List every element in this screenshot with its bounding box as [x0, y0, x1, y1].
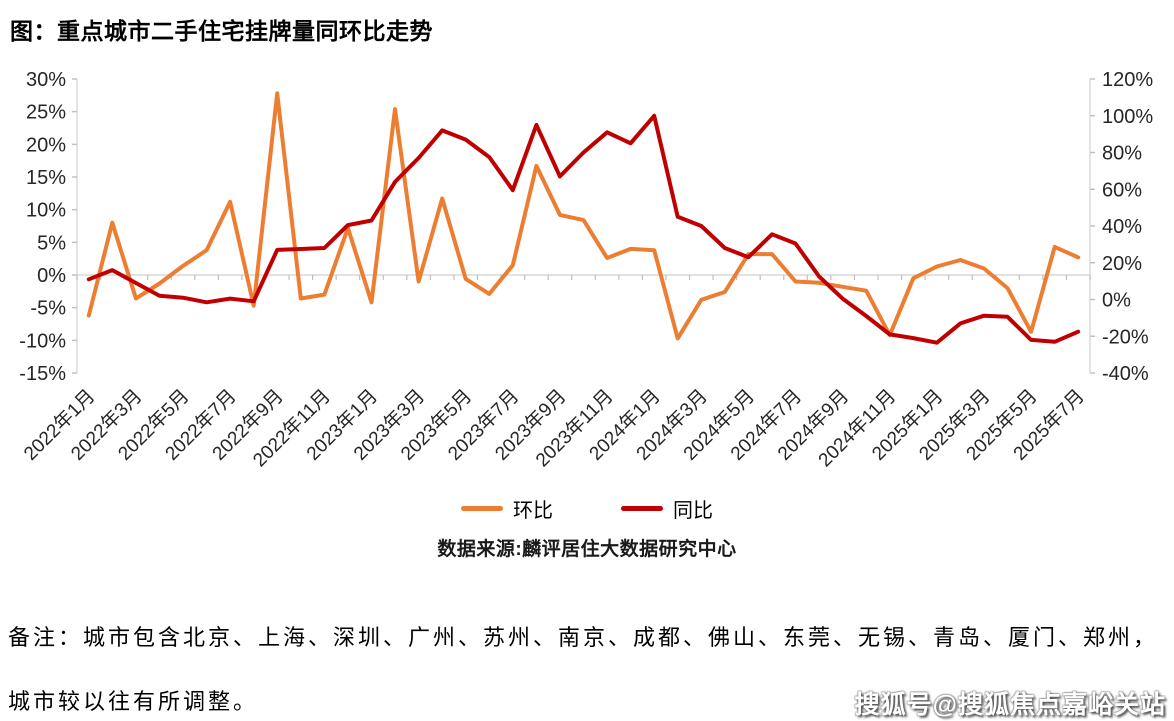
right-axis-label: 20% — [1102, 253, 1142, 275]
left-axis-label: 0% — [37, 265, 66, 287]
trend-line-chart: 30% 25% 20% 15% 10% 5% 0% -5% -10% -15% 120% 100% 80… — [19, 69, 1153, 471]
legend-item-huanbi: 环比 — [461, 494, 553, 523]
left-axis-label: 20% — [26, 134, 66, 156]
right-axis-label: 80% — [1102, 143, 1142, 165]
left-axis-label: 30% — [26, 69, 66, 91]
right-axis-label: -40% — [1102, 363, 1149, 385]
right-axis-label: 60% — [1102, 179, 1142, 201]
right-axis-label: 40% — [1102, 216, 1142, 238]
huanbi-line-swatch — [461, 506, 503, 511]
tongbi-series-line — [86, 113, 1081, 345]
data-source-caption: 数据来源:麟评居住大数据研究中心 — [437, 539, 737, 560]
legend-label-huanbi: 环比 — [513, 500, 553, 522]
right-axis-label: 120% — [1102, 69, 1153, 91]
chart-title: 图：重点城市二手住宅挂牌量同环比走势 — [10, 18, 433, 44]
right-axis-label: 100% — [1102, 106, 1153, 128]
left-axis-label: -15% — [19, 363, 66, 385]
footnote-line-2: 城市较以往有所调整。 — [8, 689, 259, 714]
left-axis-label: 15% — [26, 167, 66, 189]
left-axis-label: 5% — [37, 232, 66, 254]
chart-legend: 环比 同比 — [0, 494, 1174, 523]
footnote-line-1: 备注：城市包含北京、上海、深圳、广州、苏州、南京、成都、佛山、东莞、无锡、青岛、… — [8, 625, 1159, 650]
huanbi-series-line — [86, 91, 1081, 341]
tongbi-line-swatch — [621, 506, 663, 511]
left-axis-label: -10% — [19, 330, 66, 352]
left-axis-label: 25% — [26, 102, 66, 124]
right-axis-label: 0% — [1102, 290, 1131, 312]
legend-item-tongbi: 同比 — [621, 494, 713, 523]
legend-label-tongbi: 同比 — [673, 500, 713, 522]
left-axis-label: -5% — [30, 298, 66, 320]
right-axis-label: -20% — [1102, 326, 1149, 348]
left-axis-label: 10% — [26, 200, 66, 222]
sohu-watermark: 搜狐号@搜狐焦点嘉峪关站 — [854, 691, 1166, 719]
